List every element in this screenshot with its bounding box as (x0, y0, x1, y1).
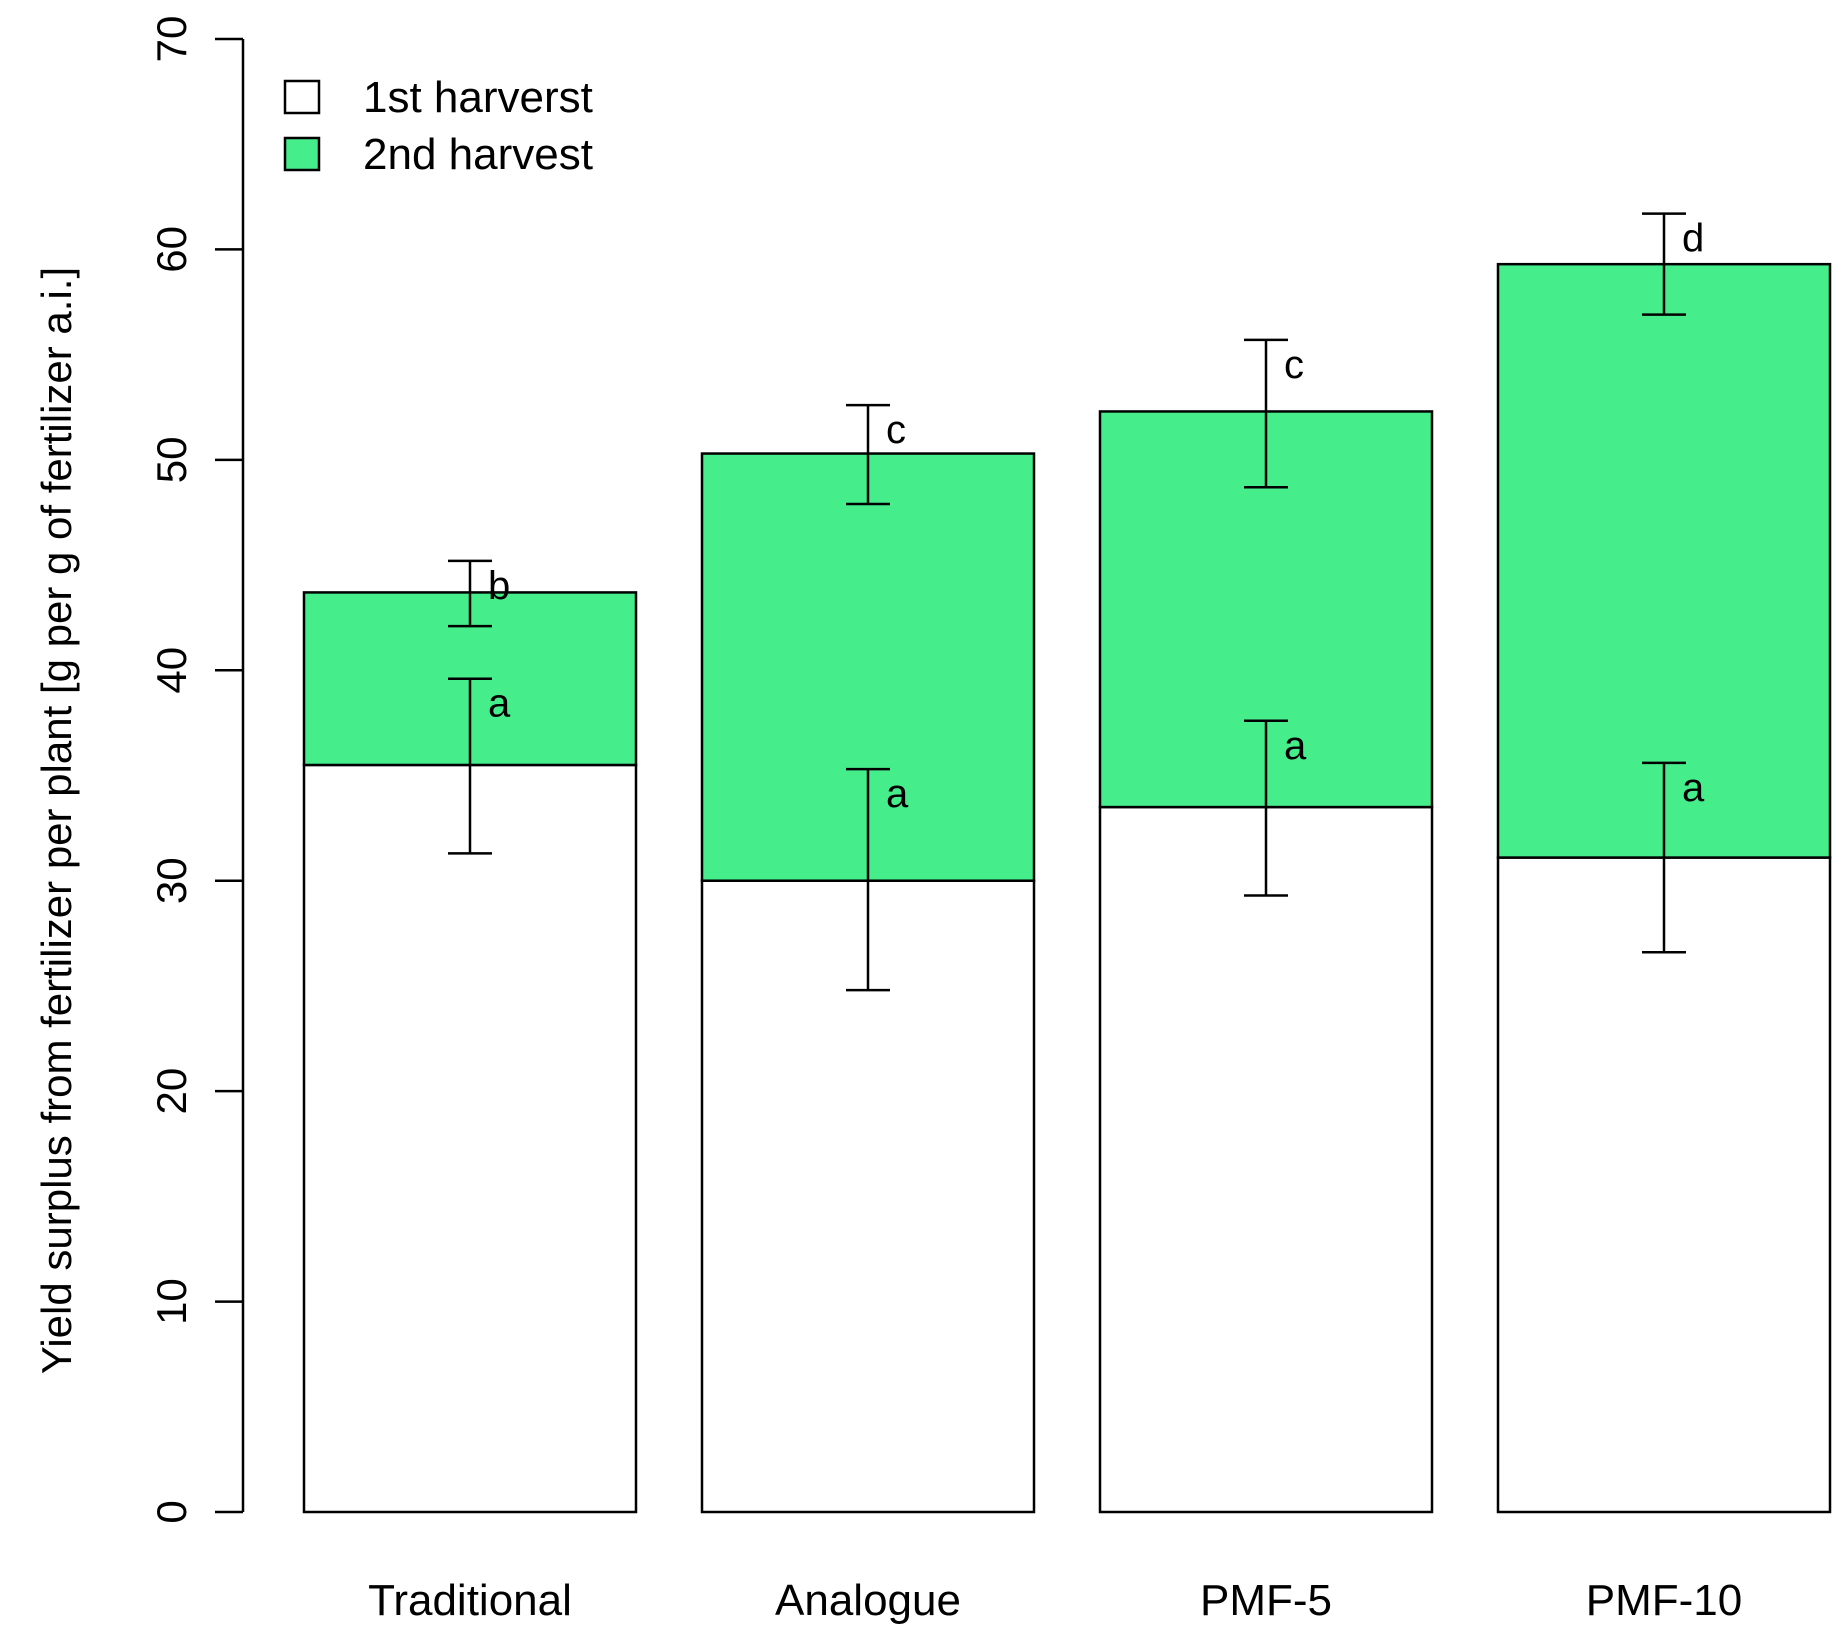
y-axis: 0 10 20 30 40 50 60 70 (148, 16, 245, 1524)
y-tick-label: 50 (148, 436, 195, 483)
x-category-label-pmf-5: PMF-5 (1200, 1576, 1332, 1625)
significance-letter-second-pmf-5: c (1284, 343, 1304, 387)
y-axis-label: Yield surplus from fertilizer per plant … (33, 267, 80, 1374)
error-bar-second-traditional (448, 559, 492, 628)
y-tick-label: 10 (148, 1278, 195, 1325)
legend-swatch-first-harvest (283, 79, 321, 115)
significance-letter-second-traditional: b (488, 564, 510, 608)
error-bar-first-pmf-5 (1244, 719, 1288, 897)
bar-first-harvest-traditional (302, 763, 638, 1514)
legend: 1st harverst 2nd harvest (283, 73, 593, 179)
significance-letter-first-traditional: a (488, 682, 511, 726)
legend-label-first-harvest: 1st harverst (363, 73, 593, 122)
significance-letters: a b a c a c a d (488, 217, 1705, 817)
error-bar-first-analogue (846, 767, 890, 992)
error-bars (448, 212, 1686, 992)
legend-swatch-second-harvest (283, 136, 321, 172)
error-bar-first-traditional (448, 677, 492, 855)
significance-letter-first-pmf-10: a (1682, 766, 1705, 810)
y-tick-label: 40 (148, 647, 195, 694)
x-axis-category-labels: Traditional Analogue PMF-5 PMF-10 (368, 1576, 1742, 1625)
y-tick-label: 70 (148, 16, 195, 63)
significance-letter-second-analogue: c (886, 408, 906, 452)
error-bar-first-pmf-10 (1642, 761, 1686, 954)
bars (302, 262, 1832, 1514)
bar-first-harvest-pmf-5 (1098, 805, 1434, 1514)
error-bar-second-pmf-10 (1642, 212, 1686, 316)
x-category-label-pmf-10: PMF-10 (1586, 1576, 1742, 1625)
y-tick-label: 0 (148, 1500, 195, 1523)
x-category-label-traditional: Traditional (368, 1576, 572, 1625)
legend-label-second-harvest: 2nd harvest (363, 130, 593, 179)
significance-letter-first-pmf-5: a (1284, 724, 1307, 768)
y-tick-label: 20 (148, 1068, 195, 1115)
significance-letter-second-pmf-10: d (1682, 217, 1704, 261)
x-category-label-analogue: Analogue (775, 1576, 961, 1625)
error-bar-second-pmf-5 (1244, 338, 1288, 489)
significance-letter-first-analogue: a (886, 772, 909, 816)
error-bar-second-analogue (846, 403, 890, 506)
bar-first-harvest-pmf-10 (1496, 856, 1832, 1514)
y-tick-label: 60 (148, 226, 195, 273)
y-tick-label: 30 (148, 857, 195, 904)
